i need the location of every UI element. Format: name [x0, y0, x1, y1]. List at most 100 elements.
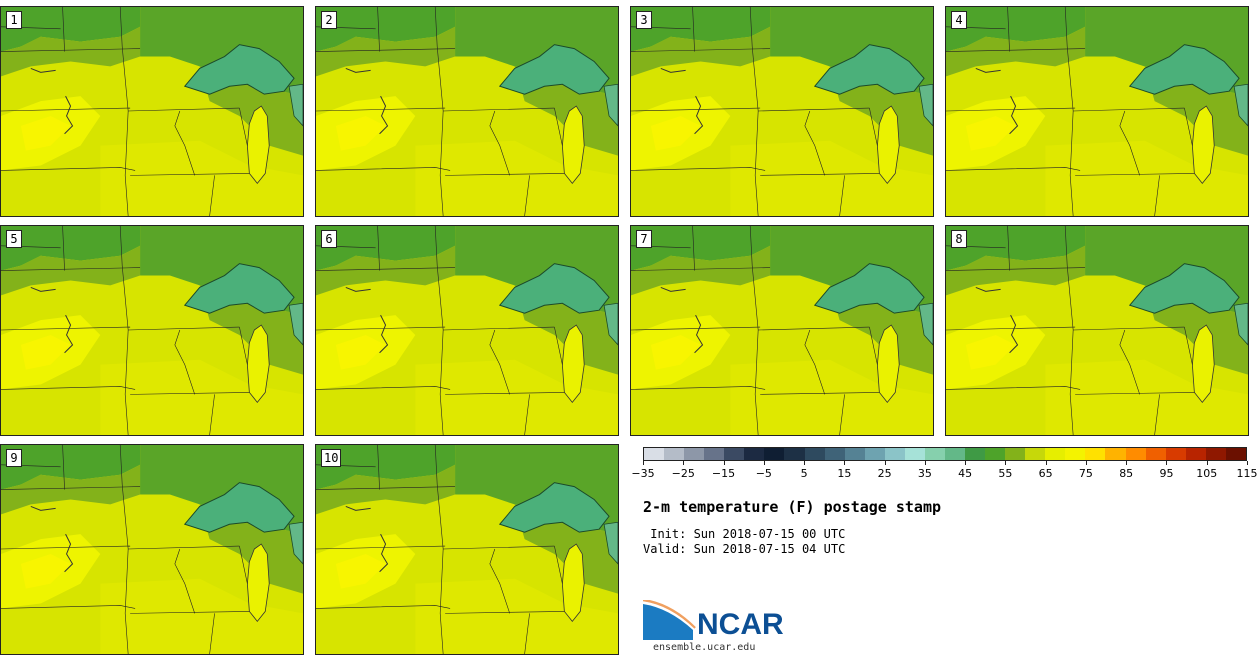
colorbar-tick-label: 35 — [917, 467, 932, 480]
colorbar-tick-label: 15 — [837, 467, 852, 480]
colorbar-tick — [924, 461, 926, 465]
temperature-map — [946, 7, 1248, 216]
panel-number: 3 — [636, 11, 652, 29]
colorbar-segment — [1045, 448, 1066, 460]
colorbar-tick — [1166, 461, 1168, 465]
map-panel: 1 — [0, 6, 304, 217]
ncar-logo-text: NCAR — [697, 608, 784, 641]
colorbar-segment — [704, 448, 725, 460]
temperature-map — [316, 445, 618, 654]
colorbar-segment — [1125, 448, 1146, 460]
colorbar-tick — [844, 461, 846, 465]
colorbar-segment — [1165, 448, 1186, 460]
colorbar-segment — [1005, 448, 1026, 460]
colorbar-tick — [804, 461, 806, 465]
colorbar-segment — [1065, 448, 1086, 460]
colorbar-tick-label: 85 — [1119, 467, 1134, 480]
colorbar-tick-label: 75 — [1078, 467, 1093, 480]
map-panel: 7 — [630, 225, 934, 436]
colorbar-segment — [985, 448, 1006, 460]
colorbar-segment — [924, 448, 945, 460]
colorbar-tick-label: −25 — [671, 467, 695, 480]
map-panel: 6 — [315, 225, 619, 436]
colorbar-segment — [724, 448, 745, 460]
map-panel: 10 — [315, 444, 619, 655]
colorbar-segment — [904, 448, 925, 460]
colorbar-tick — [723, 461, 725, 465]
panel-number: 4 — [951, 11, 967, 29]
colorbar-segment — [864, 448, 885, 460]
colorbar-tick-label: 25 — [877, 467, 892, 480]
colorbar-tick-label: 45 — [958, 467, 973, 480]
map-panel: 4 — [945, 6, 1249, 217]
colorbar-segment — [824, 448, 845, 460]
colorbar-tick-label: 115 — [1236, 467, 1258, 480]
colorbar-segment — [944, 448, 965, 460]
temperature-map — [1, 226, 303, 435]
chart-title: 2-m temperature (F) postage stamp — [643, 498, 942, 516]
colorbar-tick-label: 65 — [1038, 467, 1053, 480]
colorbar-segment — [804, 448, 825, 460]
colorbar-ticks: −35 −25 −15 −5 5 15 25 35 45 55 65 75 85 95 105 115 — [631, 461, 1258, 481]
temperature-map — [631, 226, 933, 435]
colorbar-segment — [1105, 448, 1126, 460]
colorbar-tick-label: −35 — [631, 467, 655, 480]
colorbar-segment — [744, 448, 765, 460]
colorbar-segment — [884, 448, 905, 460]
colorbar-tick — [763, 461, 765, 465]
panel-number: 1 — [6, 11, 22, 29]
panel-number: 8 — [951, 230, 967, 248]
panel-number: 5 — [6, 230, 22, 248]
colorbar-tick — [643, 461, 644, 465]
temperature-map — [316, 7, 618, 216]
panel-number: 9 — [6, 449, 22, 467]
logo-url: ensemble.ucar.edu — [653, 642, 756, 653]
colorbar-segment — [1025, 448, 1046, 460]
colorbar-segment — [664, 448, 685, 460]
temperature-map — [1, 445, 303, 654]
panel-number: 10 — [321, 449, 342, 467]
init-time: Init: Sun 2018-07-15 00 UTC — [643, 527, 846, 541]
colorbar-tick — [1126, 461, 1128, 465]
panel-number: 2 — [321, 11, 337, 29]
temperature-map — [1, 7, 303, 216]
colorbar-segment — [1185, 448, 1206, 460]
temperature-map — [946, 226, 1248, 435]
colorbar-tick — [1206, 461, 1208, 465]
colorbar-tick — [1247, 461, 1248, 465]
ncar-logo-icon — [643, 600, 696, 640]
colorbar-segment — [1145, 448, 1166, 460]
colorbar-tick-label: −15 — [711, 467, 736, 480]
colorbar-tick-label: −5 — [755, 467, 772, 480]
colorbar-segment — [1085, 448, 1106, 460]
colorbar-segment — [1205, 448, 1226, 460]
colorbar-tick-label: 5 — [800, 467, 808, 480]
map-panel: 3 — [630, 6, 934, 217]
colorbar-segment — [965, 448, 986, 460]
temperature-map — [631, 7, 933, 216]
colorbar-tick — [683, 461, 685, 465]
colorbar-segment — [1225, 448, 1246, 460]
panel-number: 7 — [636, 230, 652, 248]
colorbar-segment — [764, 448, 785, 460]
colorbar-segment — [644, 448, 665, 460]
colorbar-tick — [1045, 461, 1047, 465]
colorbar-segment — [784, 448, 805, 460]
colorbar-segment — [684, 448, 705, 460]
colorbar-tick — [1005, 461, 1007, 465]
map-panel: 8 — [945, 225, 1249, 436]
map-panel: 9 — [0, 444, 304, 655]
map-panel: 5 — [0, 225, 304, 436]
colorbar-segment — [844, 448, 865, 460]
panel-number: 6 — [321, 230, 337, 248]
colorbar-tick-label: 105 — [1196, 467, 1218, 480]
colorbar-tick-label: 55 — [998, 467, 1013, 480]
temperature-map — [316, 226, 618, 435]
colorbar-tick — [965, 461, 967, 465]
colorbar-tick — [884, 461, 886, 465]
valid-time: Valid: Sun 2018-07-15 04 UTC — [643, 542, 846, 556]
map-panel: 2 — [315, 6, 619, 217]
colorbar-tick-label: 95 — [1159, 467, 1174, 480]
colorbar-tick — [1085, 461, 1087, 465]
temperature-colorbar — [643, 447, 1247, 461]
